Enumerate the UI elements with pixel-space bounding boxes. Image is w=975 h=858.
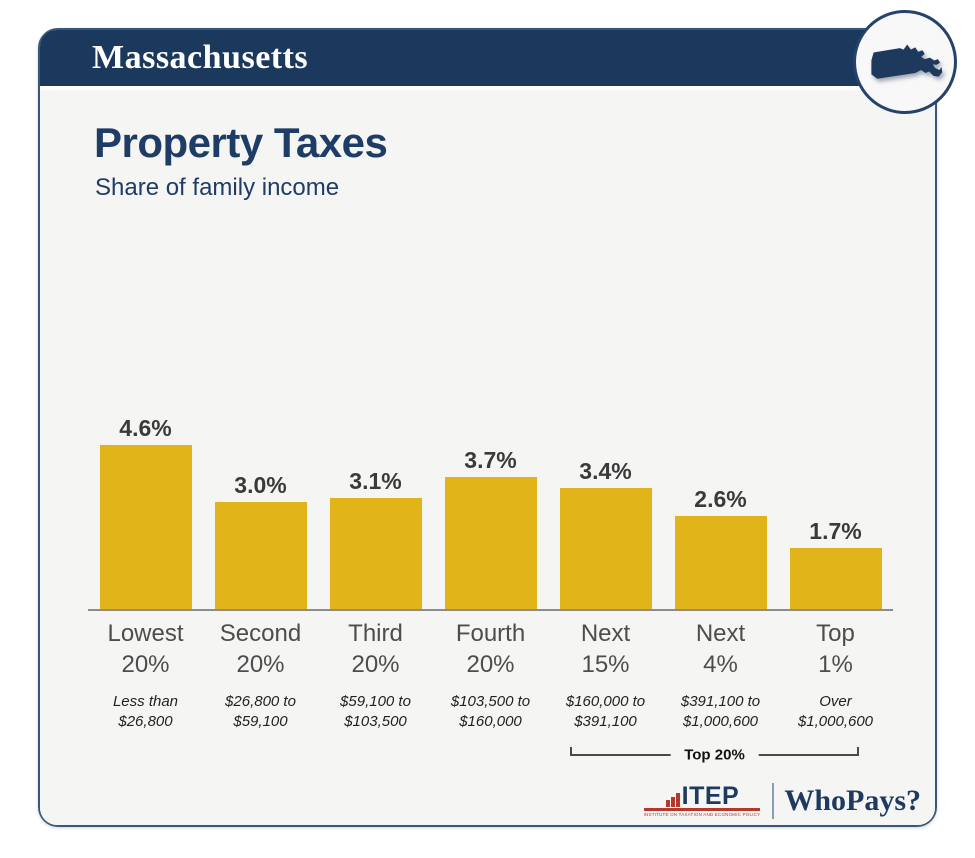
income-range-line2: $1,000,600 [682,713,759,730]
category-label-group: Top 1% Over $1,000,600 [778,618,893,732]
category-line2: 20% [466,651,515,678]
category-label: Next 15% [548,618,663,680]
bar-group: 3.0% [203,472,318,609]
bar [559,488,652,609]
bar [99,445,192,609]
card-header: Massachusetts [40,30,935,90]
category-label-group: Fourth 20% $103,500 to $160,000 [433,618,548,732]
bar-value-label: 1.7% [809,518,862,544]
itep-logo: ITEP INSTITUTE ON TAXATION AND ECONOMIC … [643,782,761,817]
income-range-label: $103,500 to $160,000 [433,692,548,732]
income-range-label: Less than $26,800 [88,692,203,732]
income-range-line2: $59,100 [233,713,288,730]
category-line2: 15% [581,651,630,678]
income-range-line1: Less than [112,693,179,710]
income-range-label: Over $1,000,600 [778,692,893,732]
category-label: Third 20% [318,618,433,680]
income-range-line2: $103,500 [344,713,407,730]
category-label: Second 20% [203,618,318,680]
category-labels-row: Lowest 20% Less than $26,800 Second 20% … [88,618,893,732]
top20-bracket-label: Top 20% [670,746,759,764]
card-body: Property Taxes Share of family income 4.… [40,94,935,825]
category-line1: Second [219,620,302,647]
income-range-line1: $391,100 to [680,693,761,710]
category-line2: 4% [703,651,738,678]
category-label: Next 4% [663,618,778,680]
state-name: Massachusetts [92,39,309,76]
income-range-line1: $26,800 to [225,693,296,710]
category-line1: Fourth [455,620,526,647]
category-label-group: Next 4% $391,100 to $1,000,600 [663,618,778,732]
income-range-line1: $59,100 to [340,693,411,710]
bar-group: 2.6% [663,486,778,609]
bar-chart: 4.6% 3.0% 3.1% 3.7% 3.4% 2.6% [88,415,893,609]
income-range-line2: $26,800 [118,713,173,730]
bar-group: 3.1% [318,468,433,609]
bar [214,502,307,609]
category-line1: Next [580,620,631,647]
logo-divider [772,783,775,819]
category-label: Lowest 20% [88,618,203,680]
income-range-label: $391,100 to $1,000,600 [663,692,778,732]
income-range-line2: $391,100 [574,713,637,730]
bar-value-label: 4.6% [119,415,172,441]
category-label-group: Next 15% $160,000 to $391,100 [548,618,663,732]
income-range-line2: $160,000 [459,713,522,730]
page-subtitle: Share of family income [95,174,340,201]
income-range-line1: $103,500 to [450,693,531,710]
bar-group: 4.6% [88,415,203,609]
bar-group: 1.7% [778,518,893,609]
category-label: Top 1% [778,618,893,680]
top20-bracket: Top 20% [570,746,859,764]
category-label-group: Lowest 20% Less than $26,800 [88,618,203,732]
income-range-line2: $1,000,600 [797,713,874,730]
category-line2: 20% [351,651,400,678]
bar [444,477,537,609]
itep-tagline: INSTITUTE ON TAXATION AND ECONOMIC POLIC… [643,812,761,817]
bar-value-label: 2.6% [694,486,747,512]
category-line1: Lowest [107,620,184,647]
category-line1: Top [816,620,855,647]
bar-value-label: 3.7% [464,447,517,473]
footer-logos: ITEP INSTITUTE ON TAXATION AND ECONOMIC … [643,782,921,819]
bar-value-label: 3.1% [349,468,402,494]
bar [789,548,882,609]
itep-logo-row: ITEP [665,782,740,810]
itep-wordmark: ITEP [681,782,740,810]
category-label-group: Third 20% $59,100 to $103,500 [318,618,433,732]
income-range-label: $160,000 to $391,100 [548,692,663,732]
bar [674,516,767,609]
bar-group: 3.7% [433,447,548,609]
category-label: Fourth 20% [433,618,548,680]
category-line2: 20% [121,651,170,678]
income-range-line1: Over [819,693,852,710]
category-label-group: Second 20% $26,800 to $59,100 [203,618,318,732]
income-range-line1: $160,000 to [565,693,646,710]
massachusetts-icon [871,44,943,79]
category-line2: 20% [236,651,285,678]
state-shape-badge [853,10,957,114]
category-line1: Next [695,620,746,647]
bar [329,498,422,609]
income-range-label: $26,800 to $59,100 [203,692,318,732]
income-range-label: $59,100 to $103,500 [318,692,433,732]
whopays-wordmark: WhoPays? [784,784,921,817]
category-line2: 1% [818,651,853,678]
bar-value-label: 3.0% [234,472,287,498]
itep-bars-icon [665,793,680,807]
bar-value-label: 3.4% [579,458,632,484]
category-line1: Third [348,620,403,647]
itep-underline [643,808,761,811]
x-axis-line [88,609,893,611]
state-report-card: Massachusetts Property Taxes Share of fa… [38,28,937,827]
bar-group: 3.4% [548,458,663,609]
page-title: Property Taxes [94,119,388,166]
